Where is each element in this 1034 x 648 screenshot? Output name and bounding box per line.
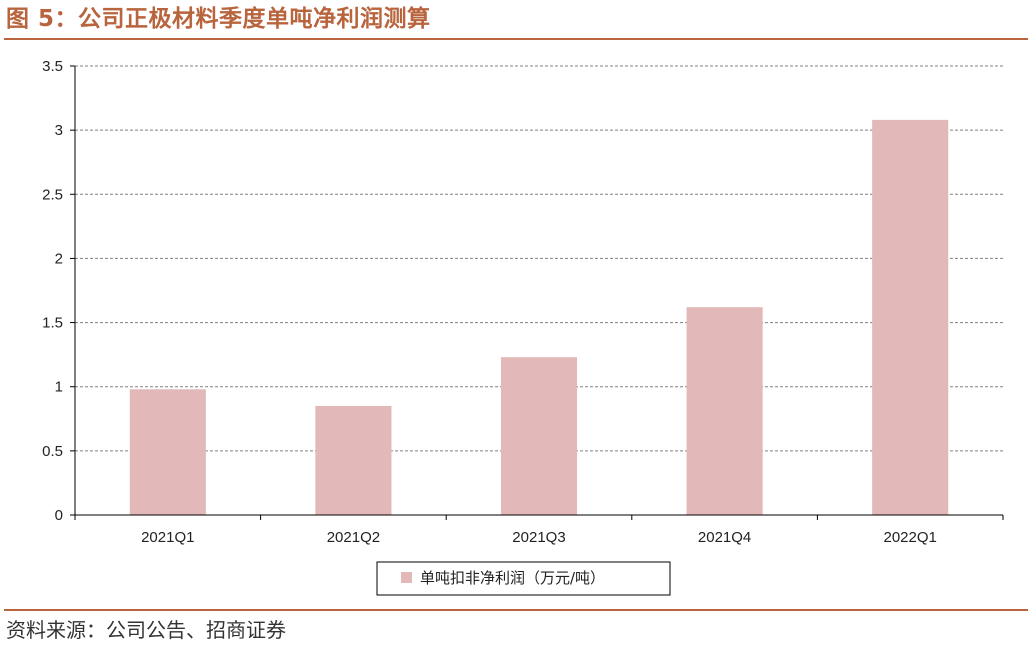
bar [686, 307, 763, 515]
y-tick-label: 2.5 [42, 186, 63, 203]
bar [315, 405, 392, 515]
y-tick-labels: 0 0.5 1 1.5 2 2.5 3 3.5 [42, 58, 63, 524]
legend-box [376, 561, 671, 596]
source-divider [4, 609, 1028, 611]
axes [70, 65, 1004, 520]
y-tick-label: 2 [55, 250, 63, 267]
x-tick-labels: 2021Q1 2021Q2 2021Q3 2021Q4 2022Q1 [141, 529, 937, 546]
source-note: 资料来源：公司公告、招商证券 [6, 618, 286, 642]
x-tick-label: 2021Q4 [698, 529, 751, 546]
bars [129, 119, 949, 515]
bar [872, 119, 949, 515]
y-tick-label: 0 [55, 507, 63, 524]
x-tick-label: 2022Q1 [884, 529, 937, 546]
figure-title: 图 5：公司正极材料季度单吨净利润测算 [6, 6, 431, 32]
y-tick-label: 1 [55, 379, 63, 396]
legend: 单吨扣非净利润（万元/吨） [376, 561, 671, 596]
x-tick-label: 2021Q1 [141, 529, 194, 546]
y-tick-label: 3.5 [42, 58, 63, 75]
legend-label: 单吨扣非净利润（万元/吨） [420, 569, 605, 587]
title-divider [4, 38, 1028, 40]
y-tick-label: 3 [55, 122, 63, 139]
y-tick-label: 1.5 [42, 315, 63, 332]
bar-chart: 00.511.522.533.5 2021Q1 2021Q2 2021Q3 2021Q… [42, 58, 1004, 596]
legend-swatch [401, 572, 412, 583]
bar [129, 389, 206, 515]
y-tick-label: 0.5 [42, 443, 63, 460]
x-tick-label: 2021Q3 [512, 529, 565, 546]
bar [500, 357, 578, 515]
x-tick-label: 2021Q2 [327, 529, 380, 546]
